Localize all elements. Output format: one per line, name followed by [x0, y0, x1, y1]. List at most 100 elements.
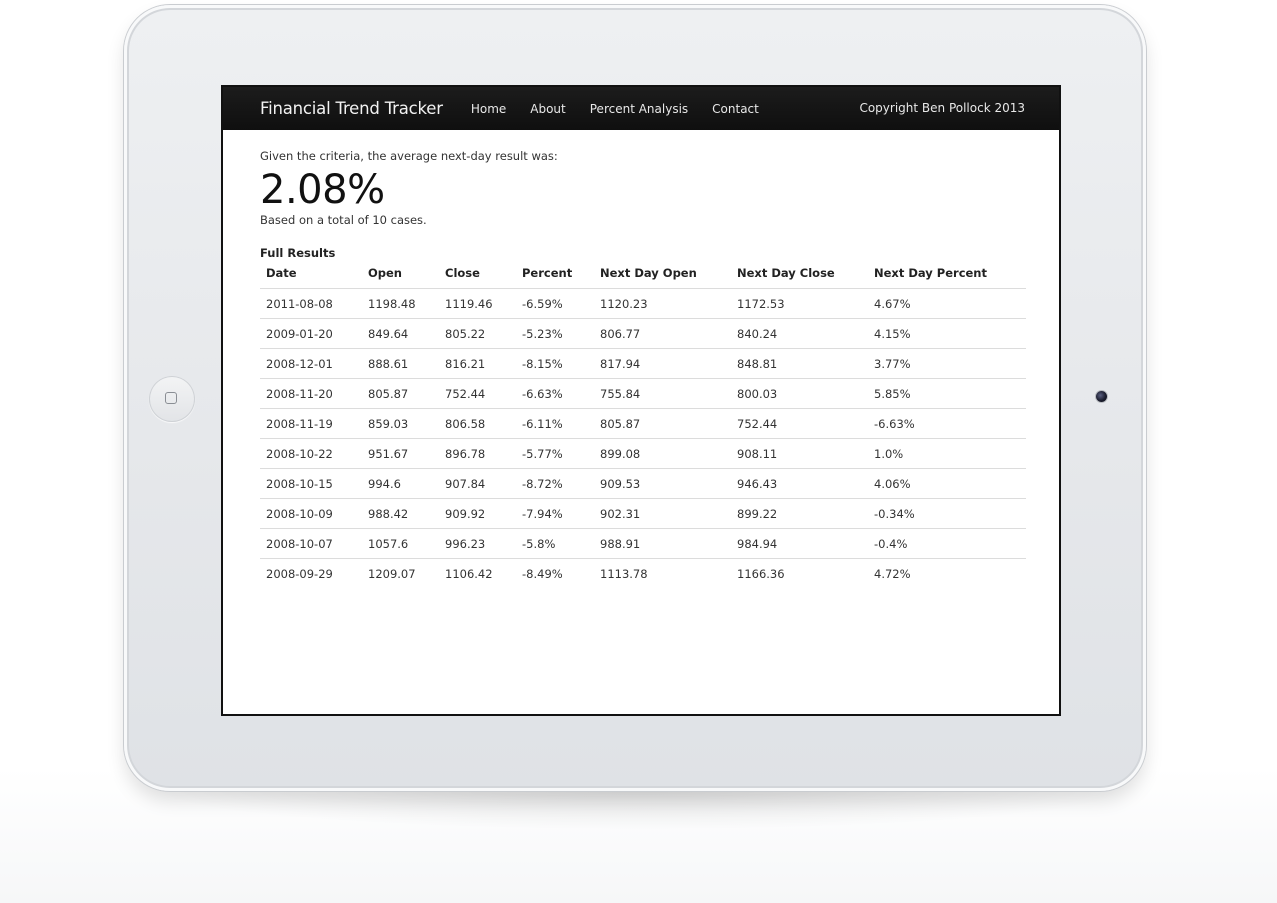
- cell-open: 1057.6: [362, 528, 439, 559]
- cell-date: 2008-10-22: [260, 438, 362, 469]
- cell-next-day-open: 899.08: [594, 438, 731, 469]
- cell-next-day-close: 1172.53: [731, 288, 868, 319]
- nav-home[interactable]: Home: [470, 101, 507, 116]
- cell-next-day-percent: -0.34%: [868, 498, 1026, 529]
- cell-percent: -5.8%: [516, 528, 594, 559]
- cell-percent: -6.63%: [516, 378, 594, 409]
- table-row: 2009-01-20 849.64 805.22 -5.23% 806.77 8…: [260, 318, 1026, 349]
- cell-next-day-open: 988.91: [594, 528, 731, 559]
- cell-close: 1106.42: [445, 566, 493, 581]
- cell-date: 2011-08-08: [260, 288, 362, 319]
- cell-next-day-close: 848.81: [731, 348, 868, 379]
- cell-percent: -5.23%: [516, 318, 594, 349]
- cell-open: 859.03: [362, 408, 439, 439]
- cell-date: 2008-11-19: [260, 408, 362, 439]
- cell-date: 2008-09-29: [266, 566, 333, 581]
- cell-next-day-close: 840.24: [731, 318, 868, 349]
- average-result: 2.08%: [260, 167, 385, 213]
- camera-icon: [1096, 391, 1107, 402]
- home-button[interactable]: [149, 376, 195, 422]
- cell-next-day-percent: -6.63%: [868, 408, 1026, 439]
- case-count: Based on a total of 10 cases.: [260, 213, 427, 227]
- table-header-row: Date Open Close Percent Next Day Open Ne…: [260, 264, 1026, 289]
- cell-close: 752.44: [439, 378, 516, 409]
- cell-next-day-open: 1120.23: [594, 288, 731, 319]
- tablet-screen: Financial Trend Tracker Home About Perce…: [221, 85, 1061, 716]
- table-row: 2008-10-22 951.67 896.78 -5.77% 899.08 9…: [260, 438, 1026, 469]
- nav-percent-analysis[interactable]: Percent Analysis: [589, 101, 689, 116]
- cell-close: 907.84: [439, 468, 516, 499]
- main-content: Given the criteria, the average next-day…: [260, 149, 1026, 588]
- cell-next-day-percent: 4.72%: [874, 566, 911, 581]
- brand-link[interactable]: Financial Trend Tracker: [260, 99, 443, 118]
- cell-next-day-percent: 4.06%: [868, 468, 1026, 499]
- cell-open: 849.64: [362, 318, 439, 349]
- col-next-day-percent: Next Day Percent: [868, 264, 1026, 289]
- col-next-day-close: Next Day Close: [731, 264, 868, 289]
- cell-open: 805.87: [362, 378, 439, 409]
- cell-next-day-close: 800.03: [731, 378, 868, 409]
- cell-close: 996.23: [439, 528, 516, 559]
- copyright-text: Copyright Ben Pollock 2013: [859, 101, 1025, 115]
- cell-next-day-open: 1113.78: [600, 566, 648, 581]
- cell-percent: -6.11%: [516, 408, 594, 439]
- cell-open: 994.6: [362, 468, 439, 499]
- cell-date: 2008-11-20: [260, 378, 362, 409]
- cell-date: 2008-12-01: [260, 348, 362, 379]
- home-square-icon: [165, 392, 177, 404]
- cell-next-day-percent: -0.4%: [868, 528, 1026, 559]
- full-results-heading: Full Results: [260, 246, 336, 260]
- cell-percent: -6.59%: [516, 288, 594, 319]
- cell-percent: -5.77%: [516, 438, 594, 469]
- tablet-shadow: [150, 790, 1130, 830]
- result-intro: Given the criteria, the average next-day…: [260, 149, 558, 163]
- cell-percent: -8.72%: [516, 468, 594, 499]
- table-row: 2008-11-19 859.03 806.58 -6.11% 805.87 7…: [260, 408, 1026, 439]
- cell-percent: -8.49%: [522, 566, 563, 581]
- cell-next-day-close: 1166.36: [737, 566, 785, 581]
- cell-date: 2008-10-09: [260, 498, 362, 529]
- cell-date: 2009-01-20: [260, 318, 362, 349]
- cell-close: 806.58: [439, 408, 516, 439]
- cell-next-day-percent: 5.85%: [868, 378, 1026, 409]
- cell-next-day-percent: 4.67%: [868, 288, 1026, 319]
- cell-next-day-open: 817.94: [594, 348, 731, 379]
- cell-next-day-open: 909.53: [594, 468, 731, 499]
- cell-next-day-percent: 4.15%: [868, 318, 1026, 349]
- cell-next-day-close: 899.22: [731, 498, 868, 529]
- cell-date: 2008-10-15: [260, 468, 362, 499]
- nav-contact[interactable]: Contact: [712, 101, 759, 116]
- results-table: Date Open Close Percent Next Day Open Ne…: [260, 264, 1026, 588]
- cell-next-day-open: 755.84: [594, 378, 731, 409]
- cell-open: 888.61: [362, 348, 439, 379]
- cell-open: 1198.48: [362, 288, 439, 319]
- cell-next-day-open: 902.31: [594, 498, 731, 529]
- col-percent: Percent: [516, 264, 594, 289]
- cell-open: 988.42: [362, 498, 439, 529]
- nav-about[interactable]: About: [530, 101, 566, 116]
- cell-next-day-open: 805.87: [594, 408, 731, 439]
- cell-open: 951.67: [362, 438, 439, 469]
- table-row: 2008-10-07 1057.6 996.23 -5.8% 988.91 98…: [260, 528, 1026, 559]
- cell-date: 2008-10-07: [260, 528, 362, 559]
- cell-next-day-close: 984.94: [731, 528, 868, 559]
- cell-next-day-close: 946.43: [731, 468, 868, 499]
- col-date: Date: [260, 264, 362, 289]
- table-row: 2011-08-08 1198.48 1119.46 -6.59% 1120.2…: [260, 288, 1026, 319]
- table-row: 2008-09-29 1209.07 1106.42 -8.49% 1113.7…: [260, 559, 1026, 589]
- cell-close: 805.22: [439, 318, 516, 349]
- col-open: Open: [362, 264, 439, 289]
- table-row: 2008-11-20 805.87 752.44 -6.63% 755.84 8…: [260, 378, 1026, 409]
- web-page: Financial Trend Tracker Home About Perce…: [223, 87, 1059, 714]
- col-next-day-open: Next Day Open: [594, 264, 731, 289]
- cell-close: 896.78: [439, 438, 516, 469]
- table-row: 2008-10-09 988.42 909.92 -7.94% 902.31 8…: [260, 498, 1026, 529]
- cell-next-day-percent: 3.77%: [868, 348, 1026, 379]
- cell-close: 1119.46: [439, 288, 516, 319]
- cell-next-day-open: 806.77: [594, 318, 731, 349]
- cell-next-day-close: 752.44: [731, 408, 868, 439]
- navbar: Financial Trend Tracker Home About Perce…: [223, 87, 1059, 130]
- table-row: 2008-12-01 888.61 816.21 -8.15% 817.94 8…: [260, 348, 1026, 379]
- cell-close: 816.21: [439, 348, 516, 379]
